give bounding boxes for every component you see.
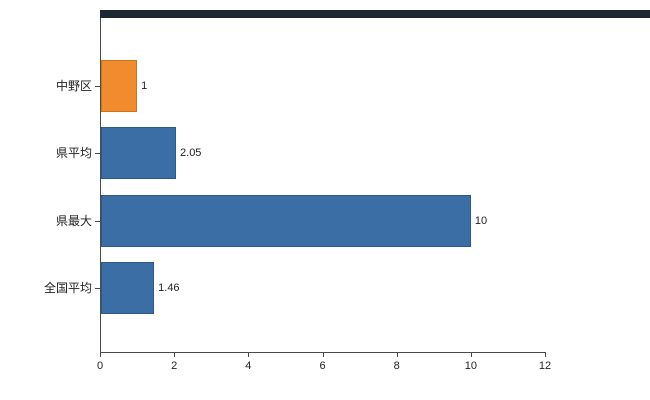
category-label: 中野区 — [55, 79, 92, 93]
y-tick-mark — [95, 153, 100, 155]
y-tick-mark — [95, 220, 100, 222]
category-label: 県平均 — [55, 146, 92, 161]
bar — [101, 261, 155, 314]
x-tick-label: 4 — [245, 360, 252, 372]
y-axis-line — [100, 18, 101, 352]
x-tick-label: 0 — [96, 360, 104, 372]
x-tick-mark — [100, 352, 101, 357]
x-tick-mark — [322, 352, 324, 357]
value-label: 10 — [474, 214, 488, 227]
y-tick-mark — [95, 287, 100, 289]
x-tick-label: 8 — [393, 360, 400, 372]
x-tick-mark — [470, 352, 472, 357]
bar — [101, 60, 138, 112]
bar — [101, 127, 177, 180]
value-label: 2.05 — [180, 147, 202, 160]
x-tick-label: 2 — [171, 360, 178, 372]
x-tick-label: 10 — [464, 360, 477, 372]
x-tick-mark — [174, 352, 176, 357]
x-tick-label: 12 — [538, 360, 552, 372]
x-tick-mark — [248, 352, 250, 357]
x-tick-label: 6 — [319, 360, 326, 372]
y-tick-mark — [95, 86, 100, 87]
x-tick-mark — [545, 352, 546, 357]
bar — [101, 194, 471, 247]
x-tick-mark — [396, 352, 398, 357]
value-label: 1.46 — [158, 281, 180, 294]
category-label: 全国平均 — [43, 280, 92, 295]
category-label: 県最大 — [55, 213, 92, 228]
value-label: 1 — [141, 80, 148, 92]
chart-top-border — [100, 10, 650, 18]
